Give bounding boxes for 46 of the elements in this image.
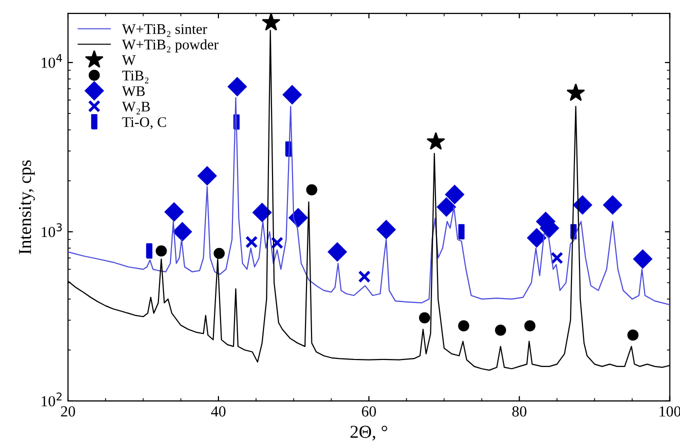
point (164, 202, 184, 222)
legend-label: Ti-O, C (122, 117, 166, 130)
x-tick-label: 40 (211, 406, 226, 417)
point (214, 248, 225, 259)
legend-label: WB (122, 86, 145, 96)
point (306, 184, 318, 196)
legend-label: W (122, 55, 136, 66)
point (524, 320, 536, 332)
point (228, 77, 247, 96)
point (436, 197, 456, 217)
y-tick-label: 10$^{2}$ (42, 392, 62, 406)
x-tick-label: 80 (512, 406, 526, 417)
point (603, 195, 622, 214)
y-tick-label: 10$^{4}$ (42, 54, 62, 68)
point (172, 222, 192, 242)
legend-label: W₂B (122, 102, 150, 114)
point (245, 236, 258, 248)
point (566, 83, 586, 102)
legend-label: TiB₂ (122, 70, 148, 84)
point (328, 242, 347, 262)
point (358, 270, 371, 283)
y-axis-title: Intensity, cps (18, 160, 35, 254)
x-tick-label: 20 (61, 406, 76, 417)
x-tick-label: 60 (362, 406, 376, 417)
point (573, 195, 592, 214)
x-axis-title: 2Θ, ° (350, 426, 388, 441)
point (262, 13, 280, 31)
line-series (68, 97, 670, 306)
point (550, 252, 564, 264)
point (426, 132, 446, 150)
point (288, 208, 308, 228)
point (445, 184, 464, 204)
point (494, 324, 506, 336)
point (252, 202, 272, 222)
y-tick-label: 10$^{3}$ (42, 223, 62, 238)
point (458, 320, 470, 332)
point (376, 220, 396, 240)
legend-label: W+TiB₂ sinter (122, 24, 208, 37)
point (527, 228, 546, 248)
point (633, 249, 652, 269)
point (627, 330, 638, 341)
point (198, 166, 217, 186)
legend-label: W+TiB₂ powder (122, 39, 218, 52)
point (419, 312, 430, 324)
point (282, 85, 302, 104)
point (156, 245, 167, 257)
